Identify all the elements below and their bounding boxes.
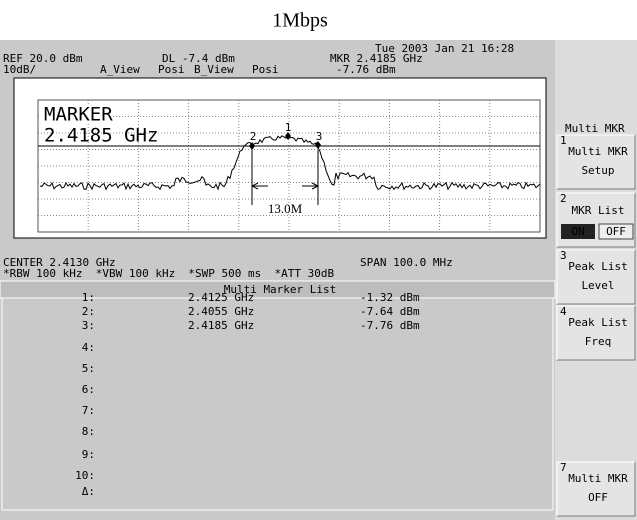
marker-label-bg bbox=[40, 104, 110, 122]
marker-freq: MKR 2.4185 GHz bbox=[330, 52, 423, 65]
posi: Posi bbox=[158, 63, 185, 76]
softkey bbox=[556, 305, 636, 361]
display-line: DL -7.4 dBm bbox=[162, 52, 235, 65]
row-label: 1: bbox=[82, 291, 95, 304]
softkey-label: Setup bbox=[581, 164, 614, 177]
bandwidth-arrows bbox=[251, 150, 319, 205]
marker-frequency: 2.4185 GHz bbox=[44, 125, 158, 147]
marker-id: 3 bbox=[316, 130, 323, 143]
softkey-number: 1 bbox=[560, 134, 567, 147]
span: SPAN 100.0 MHz bbox=[360, 256, 453, 269]
softkey-label: Level bbox=[581, 279, 614, 292]
row-frequency: 2.4125 GHz bbox=[188, 291, 254, 304]
b-view: B_View bbox=[194, 63, 234, 76]
row-label: 4: bbox=[82, 341, 95, 354]
table-title: Multi Marker List bbox=[224, 283, 337, 296]
sweep-settings: *RBW 100 kHz *VBW 100 kHz *SWP 500 ms *A… bbox=[3, 267, 335, 280]
softkey-bevel bbox=[556, 134, 635, 189]
row-level: -7.64 dBm bbox=[360, 305, 420, 318]
center-freq: CENTER 2.4130 GHz bbox=[3, 256, 116, 269]
softkey-label: OFF bbox=[588, 491, 608, 504]
row-label: Δ: bbox=[82, 485, 95, 498]
row-label: 8: bbox=[82, 425, 95, 438]
table-frame bbox=[1, 297, 554, 511]
scale: 10dB/ bbox=[3, 63, 36, 76]
row-label: 2: bbox=[82, 305, 95, 318]
row-label: 10: bbox=[75, 469, 95, 482]
row-frequency: 2.4185 GHz bbox=[188, 319, 254, 332]
page-title: 1Mbps bbox=[272, 10, 328, 32]
marker-level: -7.76 dBm bbox=[336, 63, 396, 76]
toggle-off bbox=[598, 223, 634, 240]
row-label: 5: bbox=[82, 362, 95, 375]
marker-id: 2 bbox=[250, 130, 257, 143]
softkey-label: Peak List bbox=[568, 260, 628, 273]
menu-title: Multi MKR bbox=[565, 122, 625, 135]
softkey-label: Peak List bbox=[568, 316, 628, 329]
row-level: -1.32 dBm bbox=[360, 291, 420, 304]
ref-level: REF 20.0 dBm bbox=[3, 52, 83, 65]
marker-label: MARKER bbox=[44, 104, 113, 126]
softkey-label: Multi MKR bbox=[568, 145, 628, 158]
softkey bbox=[556, 461, 636, 517]
softkey-label: MKR List bbox=[572, 204, 625, 217]
toggle-label: OFF bbox=[606, 225, 626, 238]
row-frequency: 2.4055 GHz bbox=[188, 305, 254, 318]
softkey-number: 2 bbox=[560, 192, 567, 205]
softkey-number: 3 bbox=[560, 249, 567, 262]
softkey-bevel bbox=[556, 305, 635, 360]
datetime: Tue 2003 Jan 21 16:28 bbox=[375, 42, 514, 55]
softkey-number: 4 bbox=[560, 305, 567, 318]
softkey-number: 7 bbox=[560, 461, 567, 474]
toggle-on bbox=[561, 224, 595, 239]
softkey-bevel bbox=[556, 192, 635, 247]
toggle-label: ON bbox=[571, 225, 584, 238]
softkey bbox=[556, 249, 636, 305]
row-level: -7.76 dBm bbox=[360, 319, 420, 332]
posi: Posi bbox=[252, 63, 279, 76]
softkey bbox=[556, 134, 636, 190]
bandwidth-label: 13.0M bbox=[268, 201, 303, 216]
spectrum-trace bbox=[39, 135, 541, 191]
graticule-border bbox=[37, 99, 541, 233]
row-label: 6: bbox=[82, 383, 95, 396]
row-label: 3: bbox=[82, 319, 95, 332]
softkey-bevel bbox=[556, 461, 635, 516]
softkey-label: Multi MKR bbox=[568, 472, 628, 485]
softkey-bevel bbox=[556, 249, 635, 304]
marker-id: 1 bbox=[285, 121, 292, 134]
row-label: 7: bbox=[82, 404, 95, 417]
row-label: 9: bbox=[82, 448, 95, 461]
softkey-label: Freq bbox=[585, 335, 612, 348]
a-view: A_View bbox=[100, 63, 140, 76]
